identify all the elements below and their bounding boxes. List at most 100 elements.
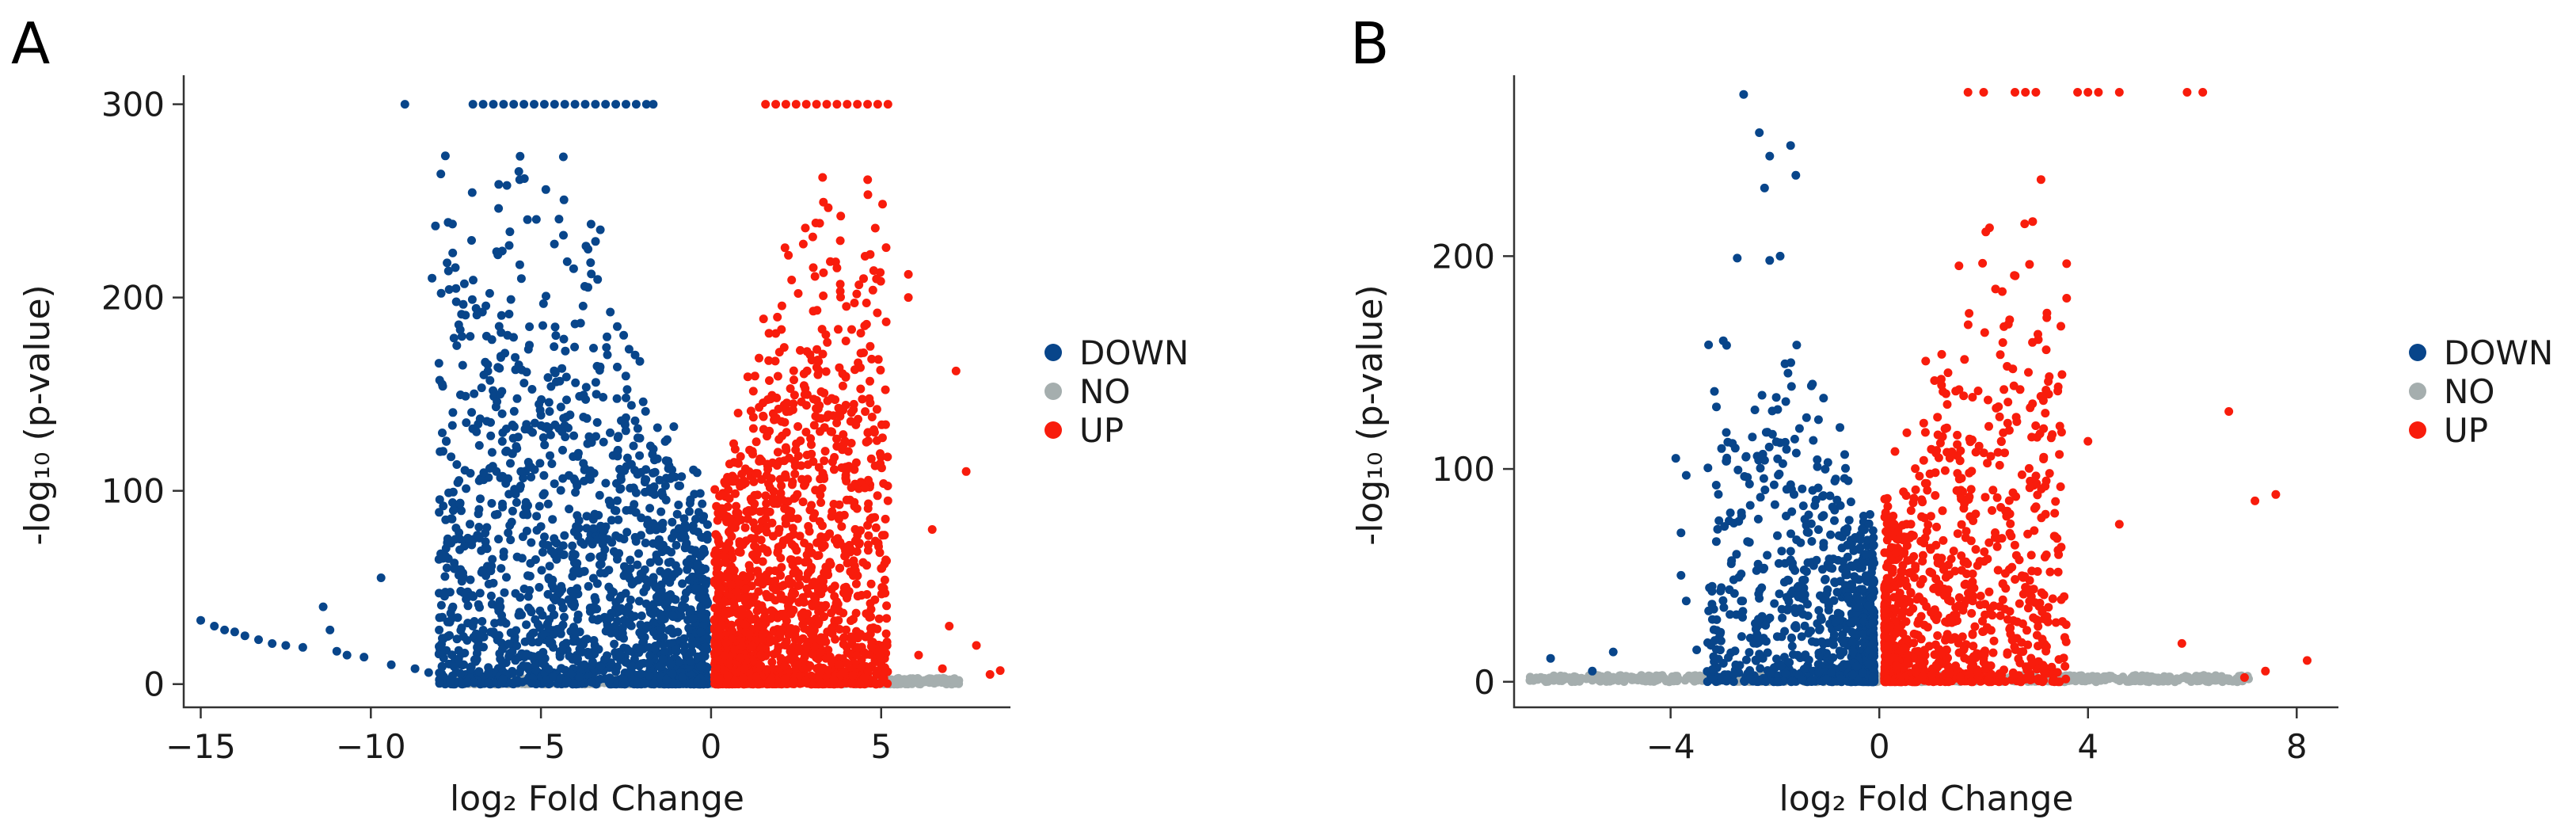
point-down xyxy=(496,390,505,399)
point-down xyxy=(584,245,593,254)
point-down xyxy=(555,376,565,386)
point-up xyxy=(823,569,832,579)
point-down xyxy=(571,488,580,497)
point-up xyxy=(871,523,881,532)
point-down xyxy=(525,585,535,595)
point-up xyxy=(779,343,789,352)
point-down xyxy=(514,167,523,176)
point-down xyxy=(486,591,496,600)
y-tick-label: 0 xyxy=(143,665,165,704)
point-up xyxy=(873,355,883,364)
point-down xyxy=(591,378,600,387)
point-down xyxy=(468,100,478,109)
point-down xyxy=(496,473,505,482)
point-up xyxy=(747,534,755,543)
point-down xyxy=(439,634,448,643)
point-down xyxy=(657,615,666,625)
point-up xyxy=(835,511,844,520)
point-up xyxy=(852,547,862,556)
legend-label-down: DOWN xyxy=(1079,333,1189,372)
point-down xyxy=(438,612,447,622)
point-up xyxy=(750,490,759,500)
point-down xyxy=(565,410,575,420)
point-up xyxy=(820,541,829,550)
point-up xyxy=(758,557,767,566)
point-up xyxy=(763,459,772,469)
point-up xyxy=(744,630,754,639)
point-up xyxy=(793,451,803,461)
point-up xyxy=(713,605,722,615)
point-down xyxy=(435,375,444,385)
point-down xyxy=(590,509,599,519)
point-down xyxy=(561,346,570,356)
point-down xyxy=(596,662,606,672)
series-down xyxy=(1546,90,1879,687)
point-down xyxy=(472,310,481,320)
point-down xyxy=(494,180,504,189)
point-down xyxy=(508,433,518,443)
point-down xyxy=(687,641,697,650)
point-up xyxy=(862,609,871,619)
point-down xyxy=(622,608,631,617)
point-down xyxy=(677,604,687,614)
point-down xyxy=(467,188,477,197)
point-up xyxy=(790,375,798,385)
point-no xyxy=(1551,674,1560,684)
point-down xyxy=(451,297,461,307)
point-down xyxy=(497,409,507,418)
point-down xyxy=(694,528,702,537)
point-down xyxy=(509,333,518,342)
point-up xyxy=(790,461,800,470)
point-down xyxy=(549,672,558,682)
point-down xyxy=(439,501,448,511)
point-down xyxy=(441,515,451,524)
point-down xyxy=(443,258,452,268)
point-down xyxy=(561,638,571,648)
point-up xyxy=(819,291,828,300)
point-down xyxy=(550,100,559,109)
point-down xyxy=(630,532,640,542)
point-down xyxy=(521,661,531,671)
point-no xyxy=(2091,677,2101,687)
point-down xyxy=(502,446,512,455)
point-down xyxy=(436,600,446,610)
point-down xyxy=(624,571,634,581)
point-down xyxy=(494,535,503,544)
point-down xyxy=(616,475,626,484)
point-down xyxy=(220,625,230,634)
point-down xyxy=(595,225,605,234)
point-down xyxy=(506,459,515,468)
point-down xyxy=(629,612,637,622)
point-down xyxy=(582,512,592,521)
point-down xyxy=(641,100,651,109)
point-down xyxy=(435,495,444,505)
point-up xyxy=(832,418,842,428)
point-down xyxy=(467,408,477,417)
point-down xyxy=(641,539,650,547)
point-up xyxy=(734,514,744,524)
point-up xyxy=(790,390,799,400)
point-no xyxy=(950,676,959,686)
point-up xyxy=(808,649,817,659)
point-up xyxy=(851,458,861,467)
point-up xyxy=(714,588,723,597)
point-down xyxy=(550,322,560,332)
point-down xyxy=(502,181,512,190)
point-down xyxy=(584,581,593,591)
point-up xyxy=(870,223,880,233)
point-no xyxy=(1652,671,1661,680)
point-down xyxy=(691,546,700,555)
point-down xyxy=(592,432,600,441)
point-down xyxy=(489,629,498,638)
point-down xyxy=(543,373,553,383)
point-down xyxy=(438,554,447,563)
point-down xyxy=(527,538,536,547)
point-down xyxy=(599,393,608,402)
point-up xyxy=(880,575,889,585)
point-down xyxy=(614,515,623,524)
point-up xyxy=(799,608,809,617)
point-down xyxy=(634,549,643,558)
point-up xyxy=(811,219,820,227)
point-up xyxy=(792,546,801,555)
point-up xyxy=(713,639,722,649)
